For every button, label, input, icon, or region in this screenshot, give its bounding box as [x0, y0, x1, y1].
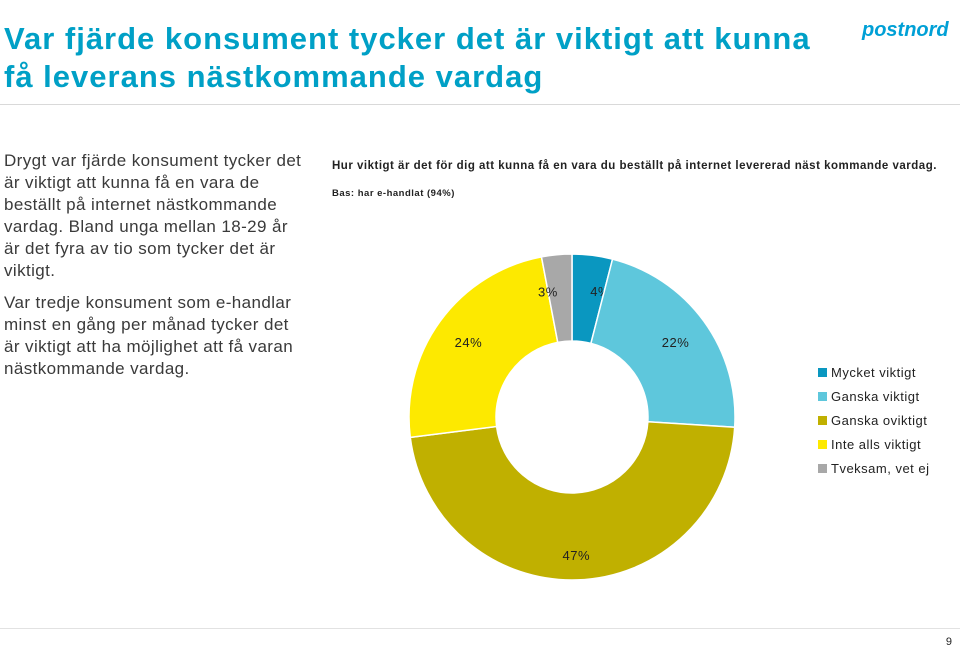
data-label-4: 3%	[538, 285, 558, 300]
donut-slice-ganska-oviktigt	[409, 420, 736, 581]
legend-swatch	[818, 439, 827, 449]
header-divider	[0, 104, 960, 105]
legend-item: Tveksam, vet ej	[818, 456, 930, 480]
legend-label: Tveksam, vet ej	[831, 460, 930, 476]
svg-text:postnord: postnord	[861, 19, 949, 41]
legend-label: Inte alls viktigt	[831, 436, 922, 452]
legend-item: Ganska viktigt	[818, 384, 930, 408]
legend-item: Ganska oviktigt	[818, 408, 930, 432]
legend-swatch	[818, 367, 827, 377]
legend-label: Ganska oviktigt	[831, 412, 928, 428]
data-label-3: 24%	[455, 335, 483, 350]
chart-subtitle: Bas: har e-handlat (94%)	[332, 188, 455, 199]
legend-label: Mycket viktigt	[831, 364, 917, 380]
summary-text: Drygt var fjärde konsument tycker det är…	[4, 150, 304, 390]
legend-swatch	[818, 415, 827, 425]
donut-slice-tveksam-vet-ej	[540, 253, 573, 344]
legend-item: Inte alls viktigt	[818, 432, 930, 456]
summary-paragraph-2: Var tredje konsument som e-handlar minst…	[4, 293, 294, 378]
legend-swatch	[818, 463, 827, 473]
chart-title: Hur viktigt är det för dig att kunna få …	[332, 160, 937, 172]
legend-label: Ganska viktigt	[831, 388, 920, 404]
postnord-logo: postnord	[861, 19, 949, 41]
data-label-1: 22%	[662, 335, 690, 350]
legend-swatch	[818, 391, 827, 401]
data-label-2: 47%	[563, 548, 591, 563]
page-number: 9	[945, 636, 952, 648]
donut-slice-ganska-viktigt	[589, 258, 736, 429]
legend-item: Mycket viktigt	[818, 360, 930, 384]
footer-divider	[0, 628, 960, 629]
chart-legend: Mycket viktigt Ganska viktigt Ganska ovikt…	[818, 360, 930, 480]
page-title: Var fjärde konsument tycker det är vikti…	[4, 21, 811, 94]
summary-paragraph-1: Drygt var fjärde konsument tycker det är…	[4, 151, 302, 280]
donut-slice-inte-alls-viktigt	[408, 256, 559, 439]
